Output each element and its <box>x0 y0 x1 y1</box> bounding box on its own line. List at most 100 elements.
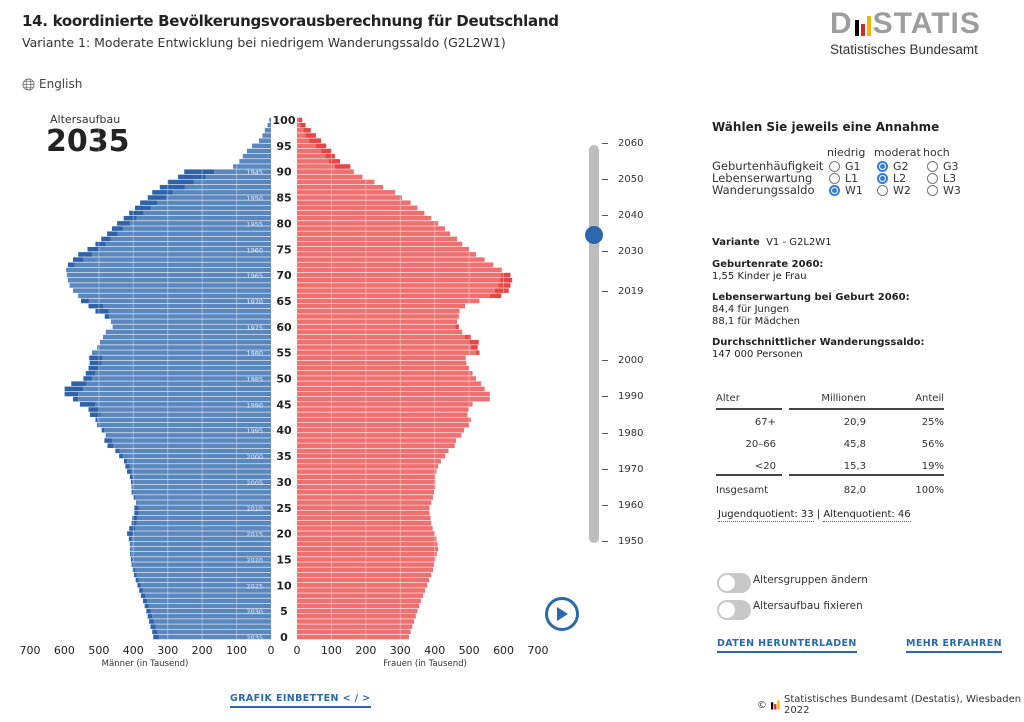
female-bar[interactable] <box>297 412 468 417</box>
male-bar[interactable] <box>159 634 271 640</box>
male-bar[interactable] <box>102 334 271 340</box>
female-bar[interactable] <box>297 360 467 366</box>
male-excess-bar[interactable] <box>132 567 136 573</box>
male-bar[interactable] <box>102 303 271 309</box>
male-bar[interactable] <box>83 386 271 392</box>
male-bar[interactable] <box>242 153 271 159</box>
male-bar[interactable] <box>112 324 271 330</box>
male-bar[interactable] <box>127 458 272 464</box>
male-bar[interactable] <box>97 417 271 423</box>
female-bar[interactable] <box>297 174 363 180</box>
female-bar[interactable] <box>297 241 463 247</box>
timeline-tick[interactable]: 2019 <box>602 286 643 297</box>
male-bar[interactable] <box>157 200 271 206</box>
male-bar[interactable] <box>136 572 271 578</box>
female-bar[interactable] <box>297 443 455 448</box>
female-bar[interactable] <box>297 200 411 206</box>
male-bar[interactable] <box>109 314 271 319</box>
male-bar[interactable] <box>74 262 271 268</box>
male-bar[interactable] <box>98 365 271 371</box>
male-excess-bar[interactable] <box>147 195 166 200</box>
male-bar[interactable] <box>78 293 271 299</box>
male-excess-bar[interactable] <box>125 464 130 469</box>
male-bar[interactable] <box>165 195 271 200</box>
female-bar[interactable] <box>297 572 432 578</box>
female-bar[interactable] <box>297 500 432 505</box>
male-excess-bar[interactable] <box>152 629 158 635</box>
male-bar[interactable] <box>138 577 271 583</box>
male-bar[interactable] <box>108 309 271 314</box>
female-excess-bar[interactable] <box>328 159 341 164</box>
male-excess-bar[interactable] <box>178 174 206 180</box>
timeline-tick[interactable]: 2030 <box>602 246 643 257</box>
male-bar[interactable] <box>258 138 271 143</box>
timeline-tick[interactable]: 2040 <box>602 210 643 221</box>
female-bar[interactable] <box>297 567 433 573</box>
male-bar[interactable] <box>102 355 271 361</box>
male-bar[interactable] <box>142 588 271 593</box>
male-excess-bar[interactable] <box>144 603 149 609</box>
male-bar[interactable] <box>95 371 272 376</box>
old-age-ratio[interactable]: Altenquotient: 46 <box>823 509 911 522</box>
female-excess-bar[interactable] <box>465 334 471 340</box>
male-excess-bar[interactable] <box>136 500 137 505</box>
male-bar[interactable] <box>106 433 271 438</box>
male-bar[interactable] <box>88 298 272 304</box>
female-bar[interactable] <box>297 614 416 619</box>
female-bar[interactable] <box>297 226 446 231</box>
female-excess-bar[interactable] <box>494 288 509 293</box>
female-excess-bar[interactable] <box>303 128 311 133</box>
male-bar[interactable] <box>136 520 271 526</box>
female-bar[interactable] <box>297 298 480 304</box>
male-excess-bar[interactable] <box>140 593 145 598</box>
male-bar[interactable] <box>131 536 271 542</box>
timeline-tick[interactable]: 1970 <box>602 464 643 475</box>
male-excess-bar[interactable] <box>159 184 185 190</box>
embed-chart-link[interactable]: GRAFIK EINBETTEN < / > <box>230 693 371 708</box>
male-bar[interactable] <box>98 246 271 252</box>
female-bar[interactable] <box>297 526 433 531</box>
female-bar[interactable] <box>297 169 354 174</box>
male-excess-bar[interactable] <box>150 624 156 629</box>
female-bar[interactable] <box>297 438 457 443</box>
male-bar[interactable] <box>144 593 271 598</box>
timeline-tick[interactable]: 2060 <box>602 138 643 149</box>
male-excess-bar[interactable] <box>131 562 134 567</box>
male-excess-bar[interactable] <box>95 241 106 247</box>
male-bar[interactable] <box>91 376 271 381</box>
male-bar[interactable] <box>129 221 271 226</box>
male-excess-bar[interactable] <box>152 190 173 195</box>
male-excess-bar[interactable] <box>167 179 194 185</box>
female-bar[interactable] <box>297 371 473 376</box>
male-excess-bar[interactable] <box>137 583 141 588</box>
male-bar[interactable] <box>117 231 272 237</box>
female-bar[interactable] <box>297 128 304 133</box>
radio-w1[interactable]: W1 <box>829 184 863 197</box>
female-bar[interactable] <box>297 314 459 319</box>
male-bar[interactable] <box>91 350 271 355</box>
female-bar[interactable] <box>297 231 451 237</box>
male-bar[interactable] <box>152 614 271 619</box>
male-bar[interactable] <box>105 329 271 335</box>
female-bar[interactable] <box>297 236 458 242</box>
male-excess-bar[interactable] <box>88 365 99 371</box>
male-bar[interactable] <box>150 608 272 614</box>
female-bar[interactable] <box>297 283 499 288</box>
male-bar[interactable] <box>147 598 271 604</box>
female-bar[interactable] <box>297 133 306 138</box>
male-bar[interactable] <box>66 267 272 273</box>
female-bar[interactable] <box>297 334 466 340</box>
female-bar[interactable] <box>297 138 310 143</box>
male-bar[interactable] <box>73 288 272 293</box>
female-bar[interactable] <box>297 505 430 511</box>
male-excess-bar[interactable] <box>132 515 138 521</box>
female-bar[interactable] <box>297 205 418 211</box>
language-switch[interactable]: English <box>22 77 82 91</box>
female-bar[interactable] <box>297 474 436 480</box>
male-bar[interactable] <box>132 557 271 562</box>
female-bar[interactable] <box>297 329 463 335</box>
female-bar[interactable] <box>297 433 462 438</box>
male-excess-bar[interactable] <box>133 572 137 578</box>
timeline-tick[interactable]: 1980 <box>602 428 643 439</box>
female-bar[interactable] <box>297 593 424 598</box>
